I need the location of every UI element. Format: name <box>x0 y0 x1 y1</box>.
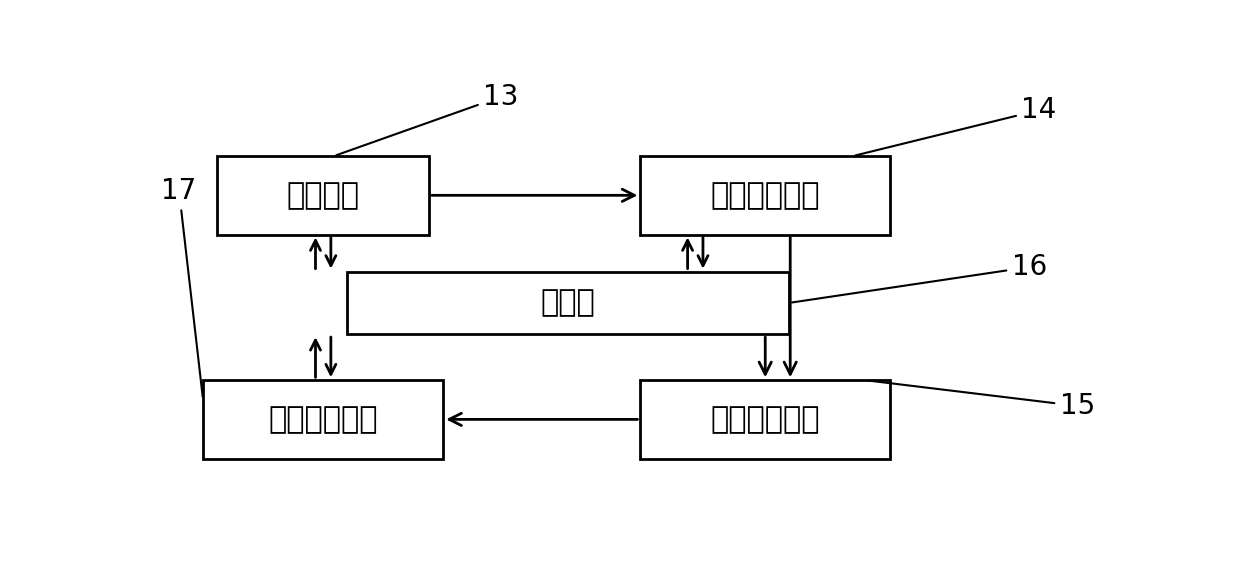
Bar <box>640 156 890 235</box>
Text: 监测单元: 监测单元 <box>286 181 360 210</box>
Bar <box>640 380 890 459</box>
Text: 数据处理模块: 数据处理模块 <box>711 181 820 210</box>
Text: 15: 15 <box>868 381 1095 420</box>
Text: 13: 13 <box>336 83 518 155</box>
Text: 14: 14 <box>856 96 1056 155</box>
Bar <box>217 156 429 235</box>
Bar <box>203 380 444 459</box>
Bar <box>347 271 789 334</box>
Text: 终端显示电脑: 终端显示电脑 <box>268 405 378 434</box>
Text: 数据存储模块: 数据存储模块 <box>711 405 820 434</box>
Text: 16: 16 <box>792 253 1047 303</box>
Text: 17: 17 <box>161 177 202 397</box>
Text: 控制器: 控制器 <box>541 288 595 317</box>
